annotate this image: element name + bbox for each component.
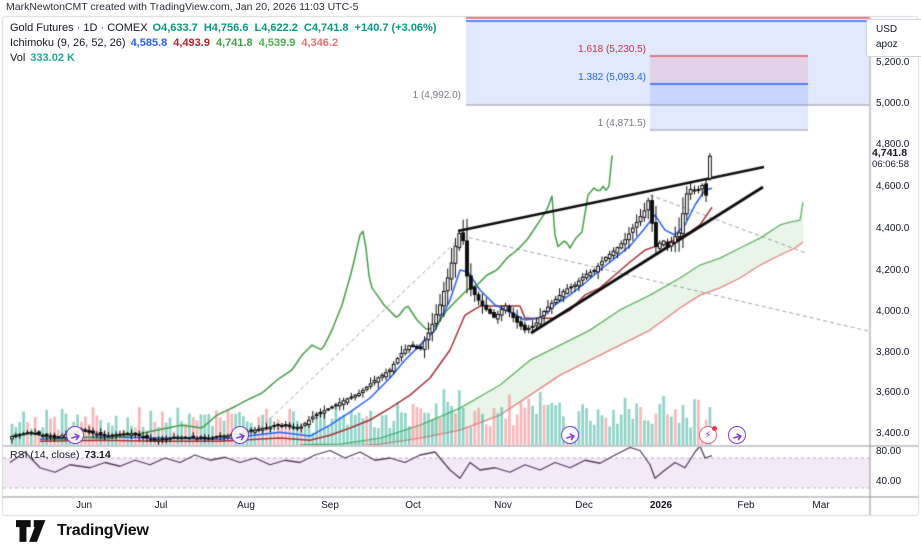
ichimoku-value-0: 4,585.8 bbox=[130, 37, 168, 49]
fib2-level-label-0[interactable]: 1.618 (5,230.5) bbox=[578, 44, 646, 55]
last-price-label: 4,741.8 06:06:58 bbox=[872, 147, 909, 171]
ohlc-part-1: H4,756.6 bbox=[203, 22, 249, 34]
time-tick-2026: 2026 bbox=[649, 500, 673, 511]
price-tick-4: 4,400.0 bbox=[876, 223, 910, 234]
price-tick-3: 4,600.0 bbox=[876, 181, 910, 192]
volume-label: Vol bbox=[10, 52, 26, 64]
flight-event-icon-0[interactable] bbox=[66, 426, 84, 444]
ichimoku-label: Ichimoku (9, 26, 52, 26) bbox=[10, 37, 126, 49]
price-tick-6: 4,000.0 bbox=[876, 306, 910, 317]
ohlc-part-2: L4,622.2 bbox=[254, 22, 298, 34]
symbol-row[interactable]: Gold Futures · 1D · COMEX O4,633.7 H4,756… bbox=[10, 21, 437, 36]
ohlc-values: O4,633.7 H4,756.6 L4,622.2 C4,741.8 +140.7 (… bbox=[153, 21, 437, 36]
price-tick-9: 3,400.0 bbox=[876, 428, 910, 439]
price-tick-8: 3,600.0 bbox=[876, 387, 910, 398]
volume-row[interactable]: Vol 333.02 K bbox=[10, 51, 437, 66]
tradingview-logo-icon bbox=[16, 520, 50, 542]
chart-credit-line: MarkNewtonCMT created with TradingView.c… bbox=[6, 1, 359, 13]
price-tick-0: 5,200.0 bbox=[876, 57, 910, 68]
rsi-value: 73.14 bbox=[84, 449, 111, 461]
tradingview-brand-text: TradingView bbox=[57, 522, 149, 539]
price-tick-11: 40.00 bbox=[876, 476, 902, 487]
price-tick-2: 4,800.0 bbox=[876, 139, 910, 150]
ichimoku-value-4: 4,346.2 bbox=[301, 37, 339, 49]
price-unit-box: USD apoz bbox=[866, 19, 921, 57]
ohlc-part-4: +140.7 (+3.06%) bbox=[354, 22, 437, 34]
symbol-title: Gold Futures · 1D · COMEX bbox=[10, 22, 148, 34]
rsi-label: RSI (14, close) bbox=[10, 449, 80, 461]
price-tick-10: 80.00 bbox=[876, 446, 902, 457]
fib2-level-label-2[interactable]: 1 (4,871.5) bbox=[597, 118, 646, 129]
bar-countdown: 06:06:58 bbox=[872, 159, 909, 170]
time-tick-Feb: Feb bbox=[737, 500, 755, 511]
time-tick-Sep: Sep bbox=[321, 500, 339, 511]
ichimoku-value-2: 4,741.8 bbox=[215, 37, 253, 49]
ohlc-part-3: C4,741.8 bbox=[303, 22, 349, 34]
tradingview-logo[interactable]: TradingView bbox=[16, 520, 149, 542]
time-tick-Mar: Mar bbox=[812, 500, 830, 511]
time-tick-Nov: Nov bbox=[494, 500, 512, 511]
time-tick-Oct: Oct bbox=[405, 500, 421, 511]
price-axis[interactable]: 5,200.0 5,000.0 4,800.0 4,600.0 4,400.0 4,200… bbox=[871, 16, 921, 515]
unit-label: apoz bbox=[876, 39, 898, 50]
flight-event-icon-1[interactable] bbox=[231, 426, 249, 444]
ichimoku-value-1: 4,493.9 bbox=[173, 37, 210, 49]
time-tick-Jul: Jul bbox=[154, 500, 168, 511]
fib2-level-label-1[interactable]: 1.382 (5,093.4) bbox=[578, 72, 646, 83]
time-tick-Dec: Dec bbox=[575, 500, 593, 511]
ichimoku-value-3: 4,539.9 bbox=[258, 37, 296, 49]
flight-event-icon-2[interactable] bbox=[561, 426, 579, 444]
price-tick-1: 5,000.0 bbox=[876, 98, 910, 109]
time-tick-Jun: Jun bbox=[75, 500, 93, 511]
time-axis[interactable]: Jun Jul Aug Sep Oct Nov Dec 2026 Feb Mar bbox=[0, 498, 870, 515]
currency-label: USD bbox=[876, 24, 898, 35]
last-price-value: 4,741.8 bbox=[872, 147, 908, 159]
ohlc-part-0: O4,633.7 bbox=[152, 22, 198, 34]
chart-legend: Gold Futures · 1D · COMEX O4,633.7 H4,756… bbox=[10, 21, 437, 66]
lightning-event-icon[interactable]: ⚡ bbox=[699, 426, 717, 444]
price-tick-5: 4,200.0 bbox=[876, 265, 910, 276]
fib1-level-label[interactable]: 1 (4,992.0) bbox=[412, 90, 461, 101]
time-tick-Aug: Aug bbox=[237, 500, 255, 511]
volume-value: 333.02 K bbox=[30, 52, 75, 64]
price-tick-7: 3,800.0 bbox=[876, 347, 910, 358]
ichimoku-values: 4,585.8 4,493.9 4,741.8 4,539.9 4,346.2 bbox=[131, 36, 339, 51]
flight-event-icon-4[interactable] bbox=[728, 426, 746, 444]
rsi-legend[interactable]: RSI (14, close) 73.14 bbox=[10, 449, 111, 461]
ichimoku-row[interactable]: Ichimoku (9, 26, 52, 26) 4,585.8 4,493.9 4… bbox=[10, 36, 437, 51]
